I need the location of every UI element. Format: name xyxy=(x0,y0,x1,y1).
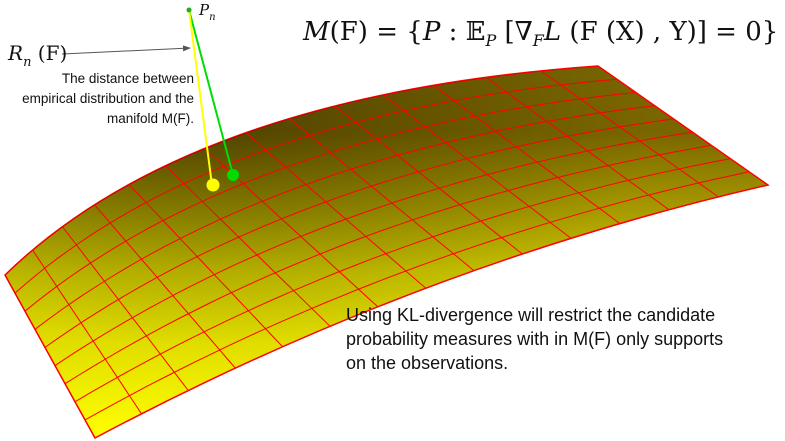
point-label-pn: Pn xyxy=(198,1,216,23)
grid-line xyxy=(245,132,427,289)
manifold-formula: M(F) = {P : 𝔼P [∇FL (F (X) , Y)] = 0} xyxy=(302,17,778,50)
grid-line xyxy=(74,158,731,403)
projection-point-green xyxy=(227,169,239,181)
empirical-point-pn xyxy=(186,7,192,13)
grid-line xyxy=(433,84,621,224)
grid-line xyxy=(128,184,283,348)
grid-line xyxy=(44,118,674,348)
distance-description: The distance between empirical distribut… xyxy=(22,71,194,126)
manifold-shading xyxy=(5,66,768,438)
grid-line xyxy=(24,91,636,312)
grid-line xyxy=(94,204,236,369)
manifold-grid xyxy=(14,70,750,421)
grid-line xyxy=(14,78,617,294)
grid-line xyxy=(62,226,189,391)
grid-line xyxy=(382,94,572,239)
grid-line xyxy=(54,131,693,367)
grid-line xyxy=(34,105,655,330)
grid-line xyxy=(165,165,331,327)
kl-divergence-note: Using KL-divergence will restrict the ca… xyxy=(346,305,724,373)
projection-line-yellow xyxy=(188,9,213,186)
grid-line xyxy=(485,76,670,211)
projection-point-yellow xyxy=(206,178,220,192)
grid-line xyxy=(84,171,750,421)
grid-line xyxy=(288,118,475,272)
projection-line-green xyxy=(188,9,234,176)
distance-label-rn: Rn (F) xyxy=(7,41,67,70)
grid-line xyxy=(334,105,523,255)
grid-line xyxy=(32,249,142,415)
distance-arrow xyxy=(61,45,191,55)
grid-line xyxy=(540,70,719,198)
grid-line xyxy=(64,144,712,385)
